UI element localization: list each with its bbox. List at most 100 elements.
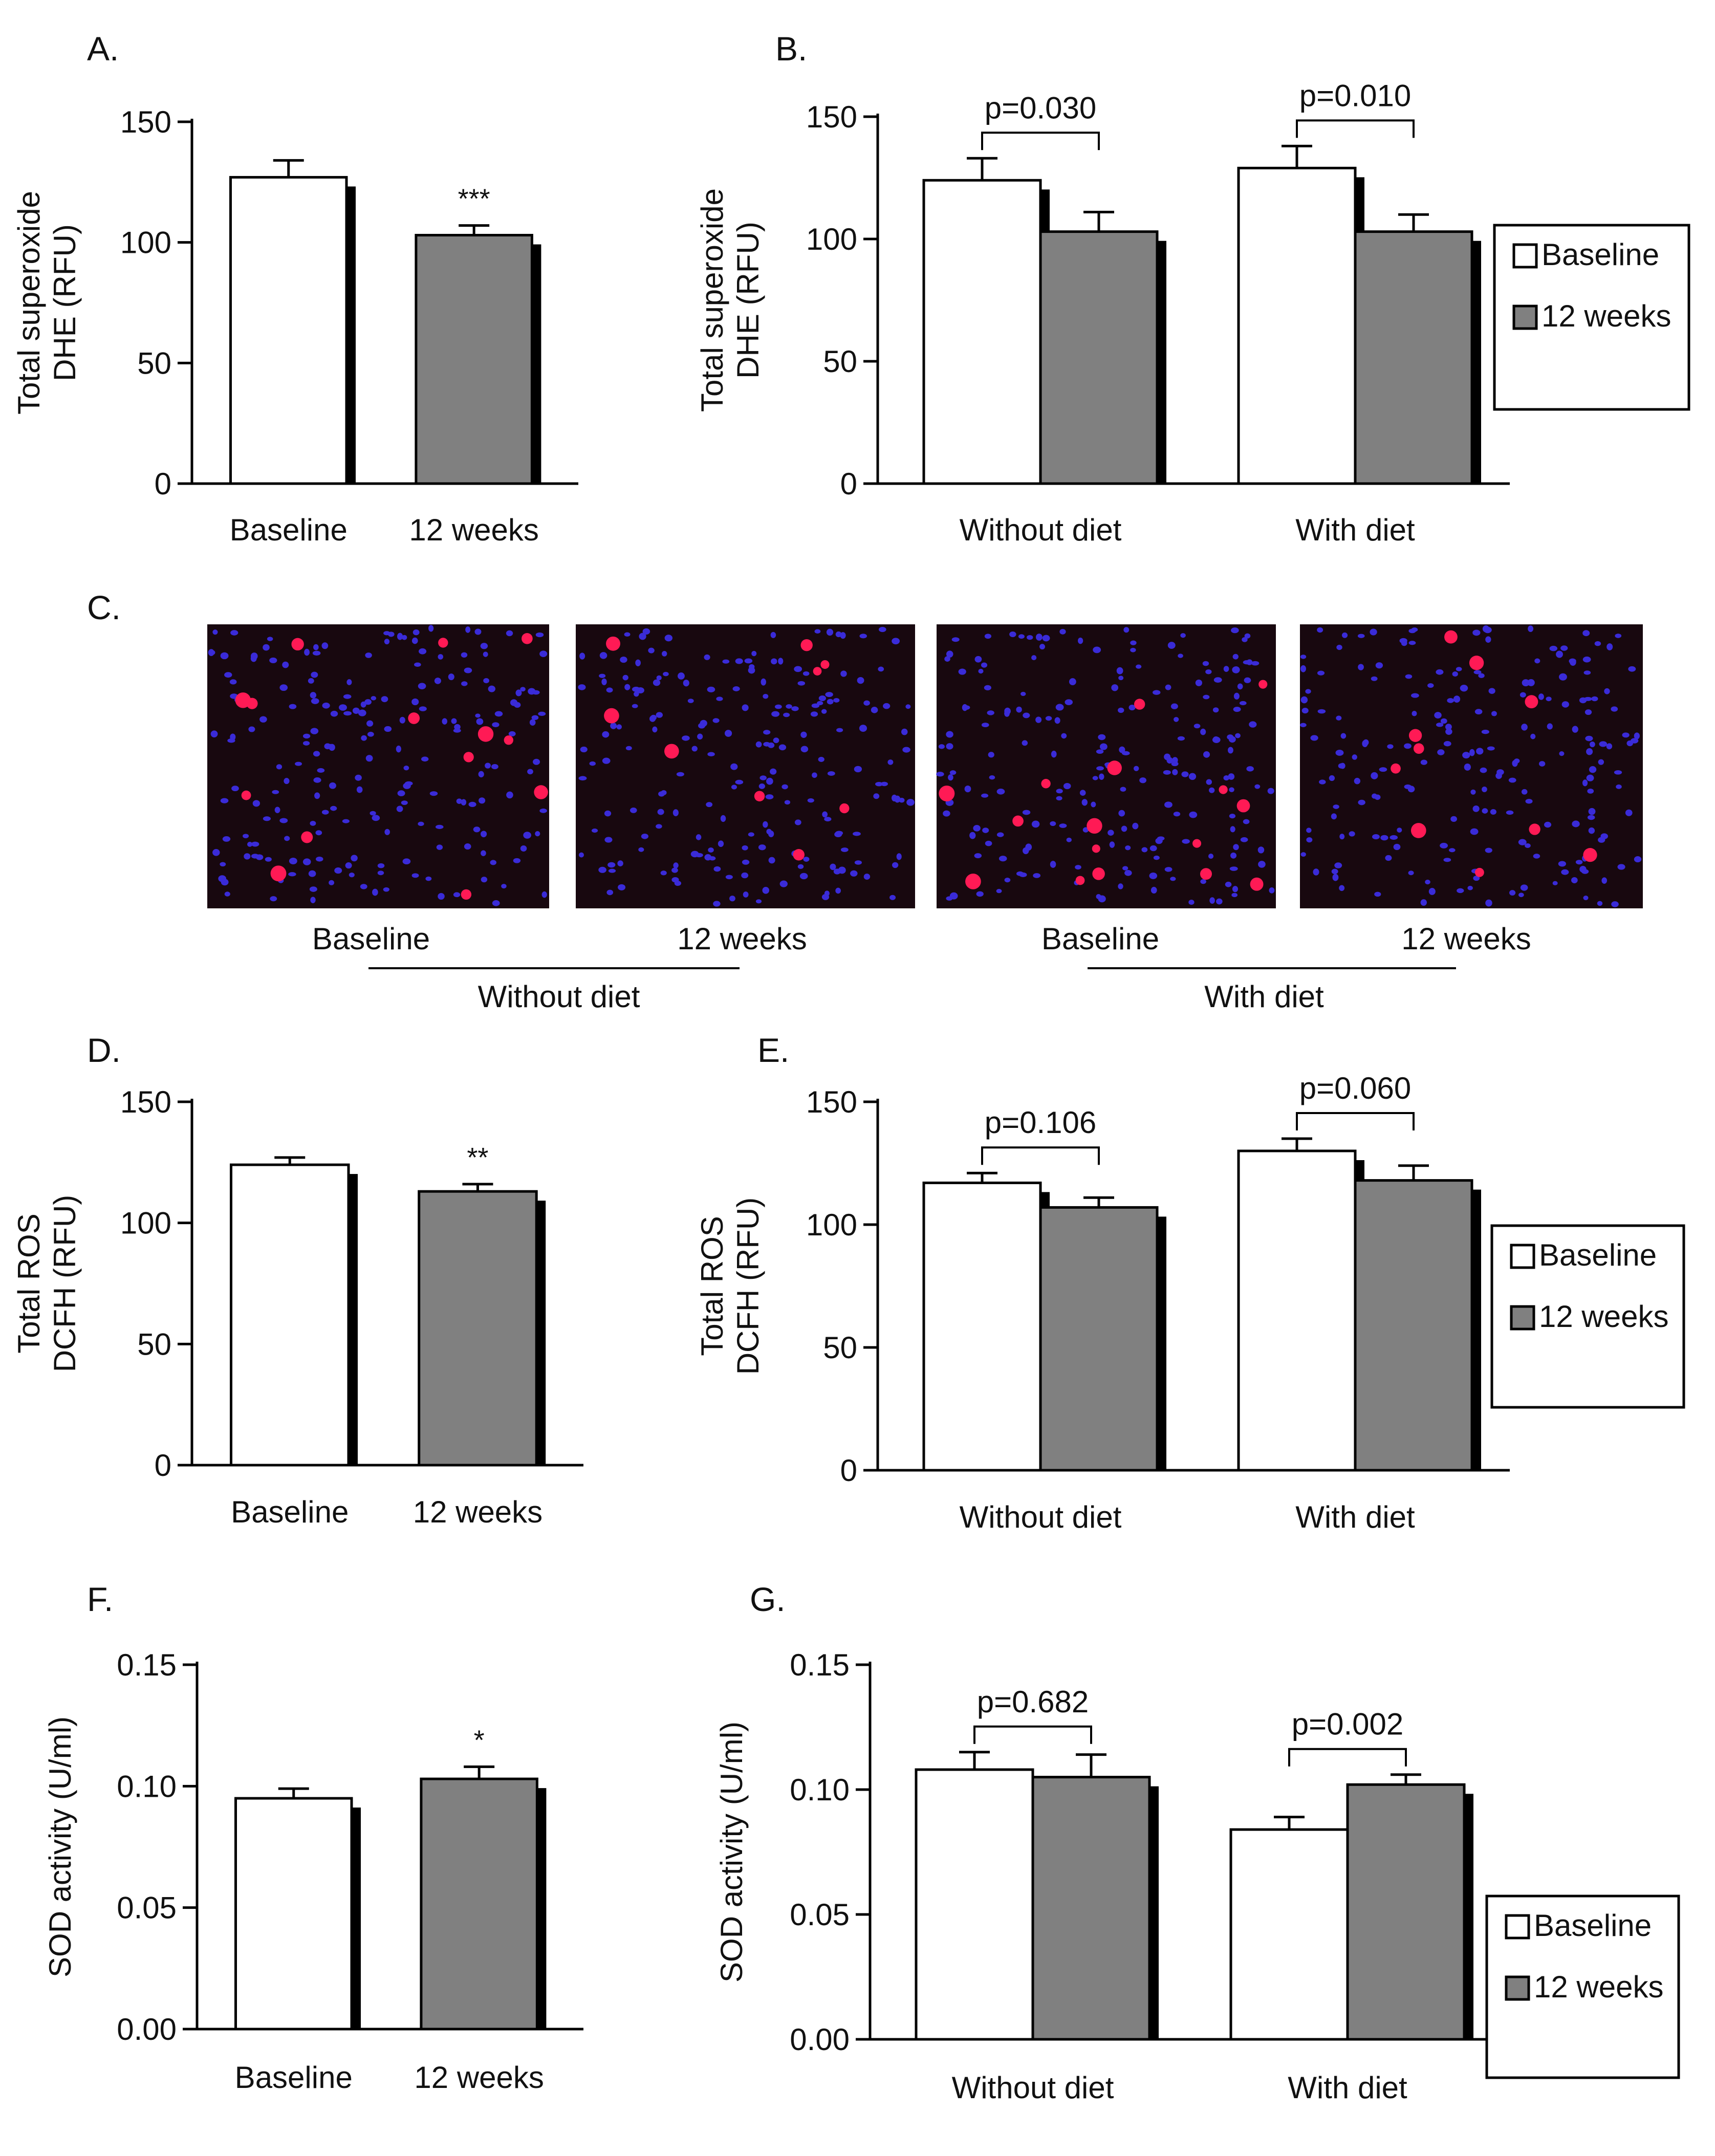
panel-f-category-label: 12 weeks bbox=[414, 2060, 544, 2095]
panel-g-legend-swatch bbox=[1505, 1914, 1530, 1940]
nucleus bbox=[1587, 815, 1595, 820]
panel-b-bar-baseline-0 bbox=[922, 179, 1042, 485]
panel-a-ytitle-line: DHE (RFU) bbox=[48, 224, 82, 381]
panel-g-legend-label: Baseline bbox=[1534, 1908, 1652, 1943]
nucleus bbox=[1305, 689, 1311, 694]
nucleus bbox=[1474, 709, 1483, 715]
nucleus bbox=[313, 751, 320, 757]
nucleus bbox=[1372, 793, 1378, 799]
nucleus bbox=[944, 656, 950, 662]
panel-f-ytick-label: 0.00 bbox=[117, 2012, 177, 2046]
nucleus bbox=[833, 698, 840, 703]
nucleus bbox=[875, 781, 883, 787]
nucleus bbox=[485, 763, 491, 769]
nucleus bbox=[1483, 626, 1492, 634]
nucleus bbox=[539, 650, 548, 658]
nucleus bbox=[1599, 741, 1608, 747]
nucleus bbox=[1598, 759, 1604, 765]
nucleus bbox=[579, 852, 584, 858]
nucleus bbox=[334, 867, 342, 874]
nucleus bbox=[1336, 644, 1342, 650]
panel-e-ytitle: Total ROSDCFH (RFU) bbox=[695, 1197, 765, 1375]
superoxide-signal bbox=[438, 638, 448, 648]
nucleus bbox=[272, 790, 279, 794]
nucleus bbox=[345, 862, 352, 869]
nucleus bbox=[1488, 688, 1495, 694]
nucleus bbox=[708, 847, 714, 853]
nucleus bbox=[580, 746, 588, 753]
panel-e-bar-12weeks-1 bbox=[1354, 1179, 1473, 1472]
superoxide-signal bbox=[1236, 799, 1250, 813]
nucleus bbox=[704, 854, 712, 861]
nucleus bbox=[220, 798, 229, 803]
nucleus bbox=[1552, 881, 1558, 885]
nucleus bbox=[453, 728, 461, 733]
nucleus bbox=[1385, 855, 1392, 861]
nucleus bbox=[634, 691, 639, 697]
nucleus bbox=[1586, 774, 1594, 781]
nucleus bbox=[1615, 634, 1622, 638]
superoxide-signal bbox=[1408, 729, 1422, 742]
nucleus bbox=[1180, 633, 1186, 638]
nucleus bbox=[451, 718, 457, 724]
micrograph-background bbox=[576, 624, 915, 908]
nucleus bbox=[251, 841, 259, 847]
nucleus bbox=[763, 730, 771, 735]
nucleus bbox=[1614, 770, 1622, 775]
panel-a-ytick-label: 50 bbox=[137, 346, 171, 380]
nucleus bbox=[981, 662, 988, 668]
panel-e-ytitle-line: Total ROS bbox=[695, 1216, 729, 1356]
nucleus bbox=[1582, 656, 1591, 663]
nucleus bbox=[302, 858, 311, 865]
nucleus bbox=[1081, 799, 1088, 806]
nucleus bbox=[491, 764, 498, 770]
nucleus bbox=[413, 629, 420, 636]
nucleus bbox=[315, 830, 322, 836]
nucleus bbox=[295, 761, 302, 766]
nucleus bbox=[859, 634, 867, 639]
nucleus bbox=[317, 768, 325, 773]
nucleus bbox=[480, 643, 488, 649]
nucleus bbox=[713, 866, 721, 872]
nucleus bbox=[527, 769, 533, 775]
nucleus bbox=[1579, 865, 1587, 873]
nucleus bbox=[243, 834, 249, 838]
panel-f-ytitle: SOD activity (U/ml) bbox=[43, 1716, 77, 1977]
nucleus bbox=[836, 728, 843, 732]
nucleus bbox=[1558, 673, 1567, 681]
nucleus bbox=[812, 772, 817, 778]
nucleus bbox=[707, 752, 715, 756]
nucleus bbox=[946, 743, 953, 750]
nucleus bbox=[617, 860, 623, 867]
nucleus bbox=[1587, 788, 1594, 794]
nucleus bbox=[778, 658, 784, 665]
nucleus bbox=[473, 826, 481, 833]
nucleus bbox=[1213, 677, 1222, 683]
nucleus bbox=[1195, 679, 1203, 686]
nucleus bbox=[1588, 827, 1595, 834]
nucleus bbox=[1004, 877, 1011, 883]
panel-b-ytitle-line: DHE (RFU) bbox=[731, 222, 765, 379]
nucleus bbox=[411, 873, 419, 878]
nucleus bbox=[1141, 847, 1148, 853]
nucleus bbox=[1042, 635, 1050, 642]
nucleus bbox=[479, 797, 486, 804]
nucleus bbox=[765, 794, 774, 799]
nucleus bbox=[533, 758, 540, 765]
nucleus bbox=[364, 699, 372, 705]
nucleus bbox=[742, 859, 750, 865]
nucleus bbox=[1546, 696, 1552, 702]
nucleus bbox=[1165, 684, 1171, 690]
nucleus bbox=[478, 771, 484, 778]
nucleus bbox=[657, 809, 664, 815]
nucleus bbox=[1584, 709, 1592, 715]
nucleus bbox=[758, 844, 766, 851]
nucleus bbox=[1225, 881, 1232, 887]
nucleus bbox=[513, 858, 521, 863]
nucleus bbox=[1482, 787, 1487, 792]
panel-g-legend-swatch bbox=[1505, 1975, 1530, 2001]
nucleus bbox=[648, 647, 655, 654]
nucleus bbox=[1172, 769, 1178, 775]
nucleus bbox=[454, 724, 461, 730]
nucleus bbox=[704, 654, 710, 660]
